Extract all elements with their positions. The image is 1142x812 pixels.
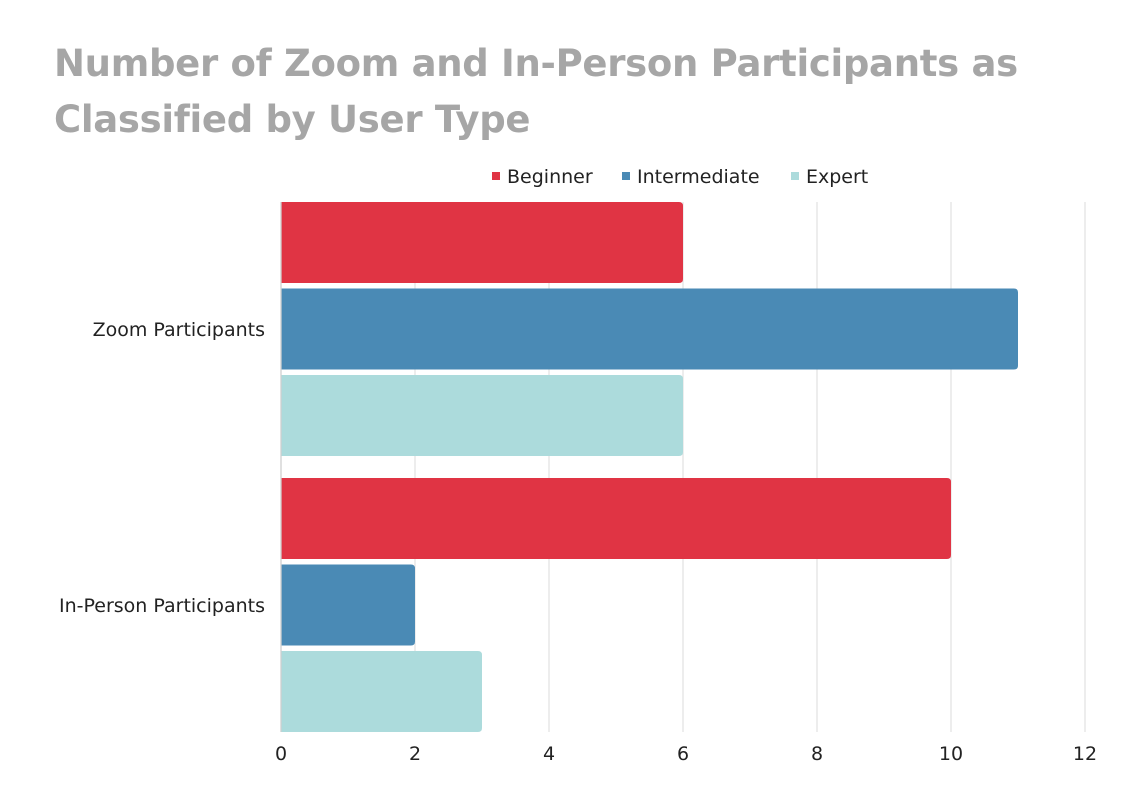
x-tick-label: 10 xyxy=(939,743,963,765)
bar-expert-zoom xyxy=(281,375,683,456)
legend-swatch-beginner xyxy=(492,172,500,180)
y-category-label: Zoom Participants xyxy=(93,319,265,341)
legend-swatch-intermediate xyxy=(622,172,630,180)
bar-beginner-zoom xyxy=(281,202,683,283)
x-tick-label: 2 xyxy=(409,743,421,765)
x-tick-label: 8 xyxy=(811,743,823,765)
legend-label-beginner: Beginner xyxy=(507,166,593,188)
x-tick-label: 4 xyxy=(543,743,555,765)
bar-beginner-in-person xyxy=(281,478,951,559)
legend-label-intermediate: Intermediate xyxy=(637,166,760,188)
legend-label-expert: Expert xyxy=(806,166,868,188)
legend: Beginner Intermediate Expert xyxy=(492,166,868,188)
bar-intermediate-zoom xyxy=(281,288,1018,370)
bars xyxy=(281,202,1018,732)
y-category-label: In-Person Participants xyxy=(59,595,265,617)
x-tick-label: 12 xyxy=(1073,743,1097,765)
x-tick-label: 6 xyxy=(677,743,689,765)
chart-title: Number of Zoom and In-Person Participant… xyxy=(54,42,1018,141)
bar-intermediate-in-person xyxy=(281,564,415,646)
axes: 0 2 4 6 8 10 12 Zoom Participants In-Person Part… xyxy=(59,202,1097,765)
bar-expert-in-person xyxy=(281,651,482,732)
legend-swatch-expert xyxy=(791,172,799,180)
x-tick-label: 0 xyxy=(275,743,287,765)
